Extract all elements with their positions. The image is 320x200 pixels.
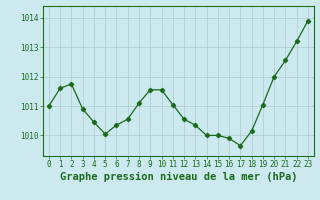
- X-axis label: Graphe pression niveau de la mer (hPa): Graphe pression niveau de la mer (hPa): [60, 172, 297, 182]
